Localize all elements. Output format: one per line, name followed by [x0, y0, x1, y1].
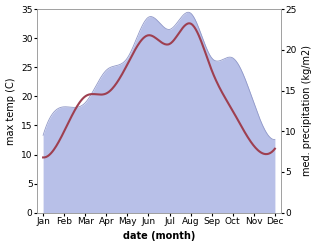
X-axis label: date (month): date (month) [123, 231, 195, 242]
Y-axis label: max temp (C): max temp (C) [5, 77, 16, 145]
Y-axis label: med. precipitation (kg/m2): med. precipitation (kg/m2) [302, 45, 313, 176]
